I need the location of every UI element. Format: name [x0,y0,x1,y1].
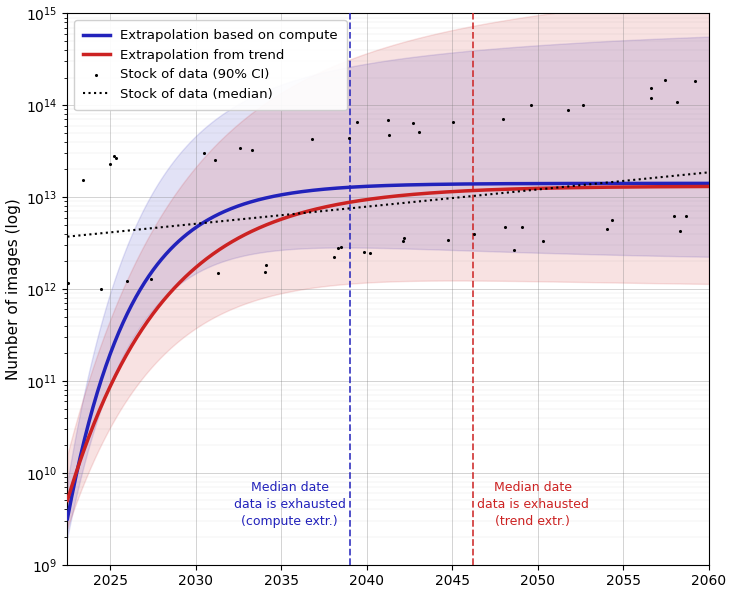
Point [645,83,657,93]
Point [407,118,419,128]
Point [108,151,119,161]
Extrapolation from trend [704,183,713,190]
Point [351,117,363,127]
Extrapolation based on compute [441,181,450,188]
Point [497,114,509,124]
Extrapolation from trend [228,238,236,245]
Point [343,133,354,143]
Stock of data (median) [704,169,713,176]
Stock of data (median) [63,233,72,240]
Stock of data (90% CI) [606,215,618,225]
Line: Extrapolation from trend: Extrapolation from trend [67,187,709,500]
Stock of data (median) [491,190,500,197]
Stock of data (90% CI) [328,252,340,262]
Extrapolation from trend [176,278,185,285]
Extrapolation based on compute [546,180,555,187]
Extrapolation based on compute [704,180,713,187]
Stock of data (90% CI) [441,235,453,244]
Y-axis label: Number of images (log): Number of images (log) [6,198,20,380]
Extrapolation from trend [63,497,72,504]
Stock of data (90% CI) [332,243,344,252]
Stock of data (90% CI) [681,211,692,221]
Stock of data (90% CI) [96,285,108,294]
Point [526,100,537,110]
Point [671,97,683,106]
Point [689,77,701,86]
Stock of data (90% CI) [121,276,132,286]
Extrapolation based on compute [228,204,236,211]
Extrapolation based on compute [176,236,185,243]
Stock of data (90% CI) [260,267,272,277]
Stock of data (median) [176,222,185,229]
Extrapolation based on compute [491,180,500,187]
Point [247,146,258,155]
Point [234,143,245,153]
Extrapolation from trend [546,185,555,192]
Stock of data (90% CI) [468,229,480,238]
Legend: Extrapolation based on compute, Extrapolation from trend, Stock of data (90% CI): Extrapolation based on compute, Extrapol… [74,20,347,110]
Stock of data (90% CI) [260,260,272,270]
Extrapolation based on compute [354,183,362,190]
Point [111,153,122,163]
Point [645,93,657,102]
Point [659,75,671,85]
Stock of data (90% CI) [500,222,512,231]
Stock of data (90% CI) [517,222,529,232]
Extrapolation from trend [354,197,362,204]
Stock of data (median) [354,204,362,211]
Point [198,148,210,158]
Text: Median date
data is exhausted
(compute extr.): Median date data is exhausted (compute e… [234,481,346,528]
Stock of data (90% CI) [668,211,679,220]
Point [383,130,395,140]
Extrapolation from trend [491,186,500,193]
Line: Extrapolation based on compute: Extrapolation based on compute [67,184,709,519]
Extrapolation based on compute [63,515,72,522]
Stock of data (90% CI) [62,278,74,287]
Stock of data (90% CI) [398,233,410,243]
Stock of data (90% CI) [601,225,613,234]
Stock of data (90% CI) [359,248,370,257]
Stock of data (90% CI) [537,236,549,246]
Point [382,115,394,125]
Point [306,134,318,144]
Point [78,175,89,185]
Stock of data (90% CI) [146,274,157,284]
Stock of data (median) [441,195,450,203]
Point [414,127,425,137]
Stock of data (90% CI) [365,248,376,258]
Stock of data (90% CI) [674,226,686,236]
Extrapolation from trend [441,188,450,195]
Text: Median date
data is exhausted
(trend extr.): Median date data is exhausted (trend ext… [477,481,589,528]
Stock of data (median) [228,217,236,224]
Point [447,117,458,127]
Point [562,105,574,115]
Stock of data (90% CI) [335,242,347,252]
Point [104,159,116,169]
Point [577,100,589,110]
Stock of data (90% CI) [212,268,224,278]
Stock of data (median) [546,185,555,192]
Stock of data (90% CI) [508,246,520,255]
Point [209,156,221,165]
Line: Stock of data (median): Stock of data (median) [67,172,709,236]
Stock of data (90% CI) [397,236,408,246]
